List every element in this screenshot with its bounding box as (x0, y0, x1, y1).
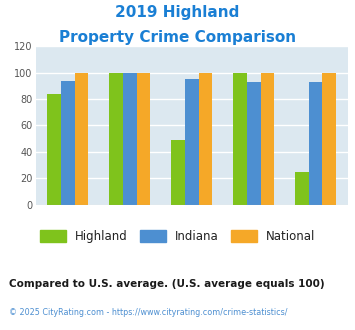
Text: Property Crime Comparison: Property Crime Comparison (59, 30, 296, 45)
Text: 2019 Highland: 2019 Highland (115, 5, 240, 20)
Bar (247, 82, 261, 205)
Bar (137, 73, 150, 205)
Bar (61, 81, 75, 205)
Bar (47, 94, 61, 205)
Bar (233, 73, 247, 205)
Bar (185, 79, 198, 205)
Bar (109, 73, 123, 205)
Bar (198, 73, 212, 205)
Bar (171, 140, 185, 205)
Legend: Highland, Indiana, National: Highland, Indiana, National (35, 225, 320, 248)
Bar (261, 73, 274, 205)
Bar (75, 73, 88, 205)
Text: Compared to U.S. average. (U.S. average equals 100): Compared to U.S. average. (U.S. average … (9, 279, 324, 289)
Bar (123, 73, 137, 205)
Bar (295, 172, 309, 205)
Bar (309, 82, 322, 205)
Text: © 2025 CityRating.com - https://www.cityrating.com/crime-statistics/: © 2025 CityRating.com - https://www.city… (9, 308, 288, 316)
Bar (322, 73, 336, 205)
